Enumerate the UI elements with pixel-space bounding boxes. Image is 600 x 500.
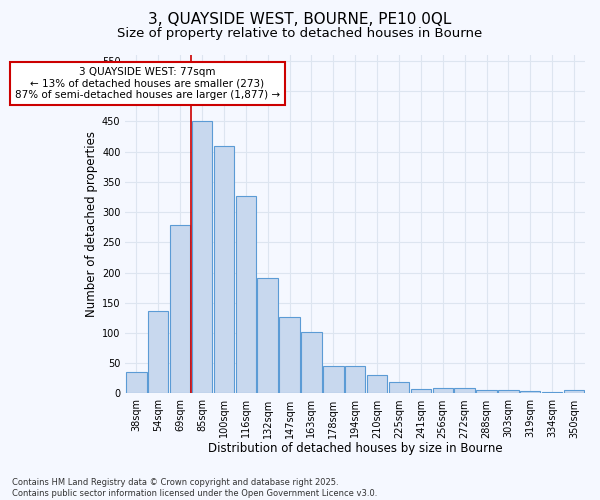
Bar — [520, 391, 541, 394]
Bar — [564, 390, 584, 394]
Bar — [410, 388, 431, 394]
Bar — [170, 226, 190, 394]
X-axis label: Distribution of detached houses by size in Bourne: Distribution of detached houses by size … — [208, 442, 503, 455]
Bar — [476, 390, 497, 394]
Bar — [301, 332, 322, 394]
Bar — [257, 278, 278, 394]
Bar — [214, 146, 234, 394]
Text: 3, QUAYSIDE WEST, BOURNE, PE10 0QL: 3, QUAYSIDE WEST, BOURNE, PE10 0QL — [148, 12, 452, 28]
Bar — [345, 366, 365, 394]
Bar — [433, 388, 453, 394]
Bar — [236, 196, 256, 394]
Bar — [498, 390, 518, 394]
Text: 3 QUAYSIDE WEST: 77sqm
← 13% of detached houses are smaller (273)
87% of semi-de: 3 QUAYSIDE WEST: 77sqm ← 13% of detached… — [15, 67, 280, 100]
Bar — [323, 366, 344, 394]
Y-axis label: Number of detached properties: Number of detached properties — [85, 131, 98, 317]
Bar — [192, 122, 212, 394]
Bar — [389, 382, 409, 394]
Bar — [454, 388, 475, 394]
Text: Size of property relative to detached houses in Bourne: Size of property relative to detached ho… — [118, 28, 482, 40]
Bar — [126, 372, 146, 394]
Text: Contains HM Land Registry data © Crown copyright and database right 2025.
Contai: Contains HM Land Registry data © Crown c… — [12, 478, 377, 498]
Bar — [542, 392, 562, 394]
Bar — [367, 374, 387, 394]
Bar — [148, 312, 169, 394]
Bar — [280, 318, 300, 394]
